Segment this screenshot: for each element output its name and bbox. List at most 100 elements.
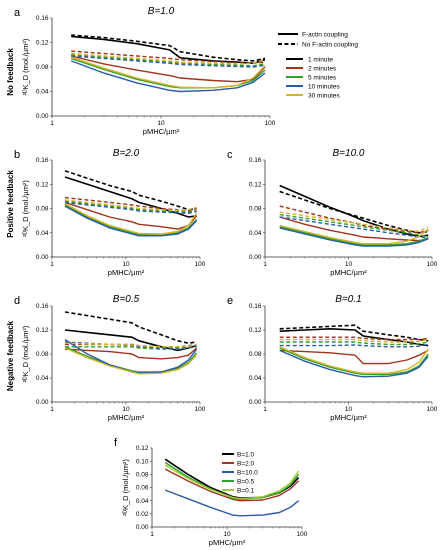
x-axis-label: pMHC/µm² [143, 127, 180, 136]
legend-f-label-b01: B=0.1 [237, 488, 255, 495]
legend-label-no-f-actin: No F-actin coupling [302, 42, 358, 49]
panel-title: B=0.1 [335, 294, 361, 305]
y-tick-label: 0.06 [136, 485, 149, 492]
legend-f: B=1.0 B=2.0 B=10.0 B=0.5 B=0.1 [222, 452, 258, 495]
x-tick-label: 10 [122, 406, 130, 413]
panel-letter: f [114, 437, 118, 449]
y-tick-label: 0.12 [36, 327, 49, 334]
panel-e: 0.00 0.04 0.08 0.12 0.16 1 10 100 pMHC/µm² B=0.1 e [227, 294, 438, 422]
series-line-30-minutes-no-f-actin [64, 342, 197, 348]
y-tick-label: 0.04 [249, 230, 262, 237]
y-tick-label: 0.00 [249, 399, 262, 406]
panel-d: 0.00 0.04 0.08 0.12 0.16 1 10 100 pMHC/µm² ²ᴰK_D … [14, 294, 206, 422]
panel-letter: d [14, 295, 20, 307]
series-line-10-minutes-f-actin [279, 349, 429, 378]
panel-letter: c [227, 149, 233, 161]
y-tick-label: 0.08 [36, 206, 49, 213]
x-tick-label: 10 [157, 120, 165, 127]
x-tick-label: 10 [345, 406, 353, 413]
legend-label-10-minutes: 10 minutes [308, 84, 341, 91]
y-tick-label: 0.08 [249, 351, 262, 358]
series-line-2-minutes-f-actin [279, 349, 429, 365]
y-tick-label: 0.04 [36, 89, 49, 96]
panel-letter: b [14, 149, 20, 161]
y-tick-label: 0.12 [36, 40, 49, 47]
x-tick-label: 1 [50, 261, 54, 268]
y-tick-label: 0.08 [36, 64, 49, 71]
series-line-10-minutes-no-f-actin [71, 55, 266, 68]
series-line-b-2-0 [164, 468, 300, 502]
row-label-negative-feedback: Negative feedback [6, 320, 15, 391]
y-tick-label: 0.04 [36, 230, 49, 237]
series-line-10-minutes-no-f-actin [279, 216, 429, 239]
x-axis-label: pMHC/µm² [330, 413, 367, 422]
x-tick-label: 100 [195, 261, 206, 268]
y-tick-label: 0.02 [136, 511, 149, 518]
x-tick-label: 100 [427, 261, 438, 268]
series-line-30-minutes-no-f-actin [279, 211, 429, 233]
y-tick-label: 0.04 [136, 498, 149, 505]
x-tick-label: 10 [223, 531, 231, 538]
y-tick-label: 0.12 [136, 445, 149, 452]
series-line-5-minutes-no-f-actin [71, 54, 266, 67]
series-line-30-minutes-f-actin [64, 347, 198, 375]
x-axis-label: pMHC/µm² [108, 413, 145, 422]
series-line-5-minutes-f-actin [279, 347, 429, 376]
x-axis-label: pMHC/µm² [330, 268, 367, 277]
series-line-2-minutes-f-actin [64, 347, 198, 360]
panel-c: 0.00 0.04 0.08 0.12 0.16 1 10 100 pMHC/µm² B=10.0… [227, 148, 438, 277]
x-tick-label: 100 [297, 531, 308, 538]
series-line-30-minutes-no-f-actin [71, 52, 266, 65]
y-tick-label: 0.12 [249, 327, 262, 334]
series-line-5-minutes-f-actin [279, 226, 429, 246]
legend-f-label-b1: B=1.0 [237, 452, 255, 459]
series-line-1-minute-no-f-actin [64, 170, 197, 211]
series-line-30-minutes-f-actin [279, 346, 429, 374]
x-tick-label: 1 [263, 406, 267, 413]
x-tick-label: 100 [265, 120, 276, 127]
y-tick-label: 0.00 [36, 399, 49, 406]
x-tick-label: 10 [345, 261, 353, 268]
y-axis-label: ²ᴰK_D (mol./µm²) [121, 459, 130, 516]
y-tick-label: 0.12 [249, 181, 262, 188]
series-line-10-minutes-f-actin [279, 227, 429, 247]
y-tick-label: 0.04 [36, 375, 49, 382]
series-line-1-minute-no-f-actin [279, 190, 429, 234]
panel-letter: a [14, 7, 21, 19]
x-tick-label: 1 [50, 120, 54, 127]
y-tick-label: 0.00 [36, 113, 49, 120]
series-line-2-minutes-no-f-actin [279, 205, 429, 234]
series-line-30-minutes-f-actin [70, 56, 266, 89]
series-line-1-minute-no-f-actin [279, 324, 429, 342]
series-line-b-10-0 [164, 489, 300, 517]
series-line-30-minutes-no-f-actin [64, 199, 197, 212]
legend-f-label-b05: B=0.5 [237, 479, 255, 486]
series-line-30-minutes-f-actin [64, 203, 198, 235]
series-line-10-minutes-f-actin [64, 205, 198, 237]
series-line-10-minutes-no-f-actin [64, 201, 197, 215]
series-line-1-minute-f-actin [279, 327, 429, 347]
panel-f: 0.00 0.02 0.04 0.06 0.08 0.10 0.12 1 10 100 pMHC/µ… [114, 437, 308, 547]
y-tick-label: 0.10 [136, 458, 149, 465]
y-axis-label: ²ᴰK_D (mol./µm²) [21, 38, 30, 95]
panel-a: 0.00 0.04 0.08 0.12 0.16 1 10 100 pMHC/µm² ²ᴰK_D … [14, 6, 276, 136]
panel-letter: e [227, 295, 233, 307]
row-label-no-feedback: No feedback [6, 48, 15, 96]
x-tick-label: 1 [150, 531, 154, 538]
legend-main: F-actin coupling No F-actin coupling 1 m… [278, 32, 358, 100]
series-line-1-minute-f-actin [71, 35, 266, 65]
y-tick-label: 0.08 [249, 206, 262, 213]
series-line-5-minutes-no-f-actin [279, 213, 429, 238]
legend-f-label-b2: B=2.0 [237, 461, 255, 468]
panel-title: B=2.0 [113, 148, 140, 159]
x-axis-label: pMHC/µm² [108, 268, 145, 277]
x-axis-label: pMHC/µm² [209, 538, 246, 547]
series-line-5-minutes-no-f-actin [279, 341, 429, 346]
y-tick-label: 0.16 [36, 15, 49, 22]
legend-label-2-minutes: 2 minutes [308, 66, 337, 73]
legend-label-30-minutes: 30 minutes [308, 93, 341, 100]
legend-f-label-b10: B=10.0 [237, 470, 258, 477]
y-tick-label: 0.12 [36, 181, 49, 188]
x-tick-label: 1 [50, 406, 54, 413]
